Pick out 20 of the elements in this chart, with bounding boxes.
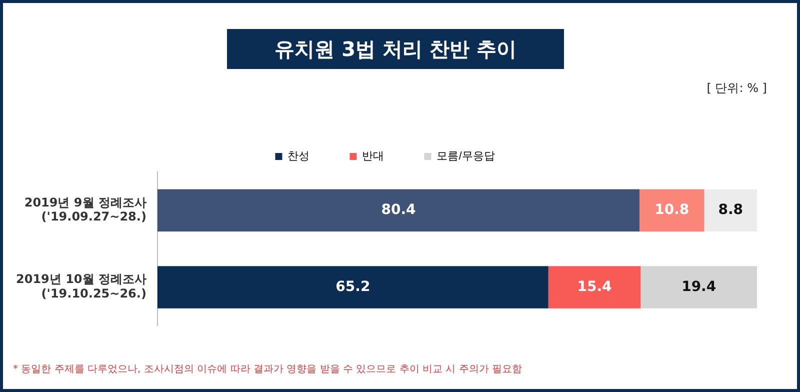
text: [ 단위: % ] xyxy=(706,80,767,97)
y-tick-label: 2019년 10월 정례조사 ('19.10.25~26.) xyxy=(16,272,146,301)
bar xyxy=(548,266,641,308)
bar xyxy=(640,266,757,308)
legend-label: 반대 xyxy=(362,150,384,163)
chart-title: 유치원 3법 처리 찬반 추이 xyxy=(227,29,564,69)
data-label: 8.8 xyxy=(718,202,744,218)
data-label: 15.4 xyxy=(577,278,612,295)
data-label: 19.4 xyxy=(682,278,716,295)
data-label: 10.8 xyxy=(654,202,690,218)
legend-label: 찬성 xyxy=(288,150,310,163)
legend-label: 모름/무응답 xyxy=(436,150,495,163)
data-label: 65.2 xyxy=(336,278,370,295)
bar xyxy=(704,189,757,232)
bar xyxy=(157,189,640,232)
text: * 동일한 주제를 다루었으나, 조사시점의 이슈에 따라 결과가 영향을 받을 수 있으므로 추이 비교 시 주의가 필요함 xyxy=(13,363,522,376)
bar xyxy=(639,189,704,232)
bar xyxy=(157,266,548,308)
data-label: 80.4 xyxy=(381,202,416,218)
y-tick-label: 2019년 9월 정례조사 ('19.09.27~28.) xyxy=(24,195,146,224)
